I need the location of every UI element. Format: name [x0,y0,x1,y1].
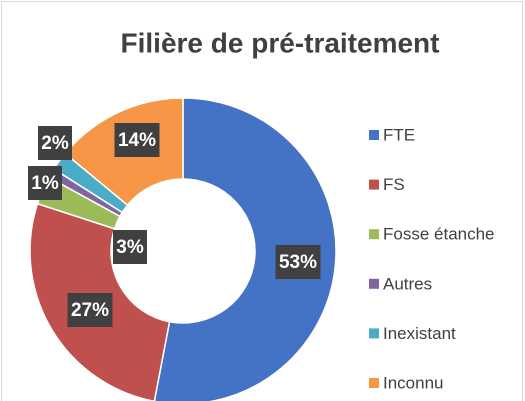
data-label-box [28,166,62,200]
chart-title: Filière de pré-traitement [121,27,440,58]
data-label-box [38,126,72,160]
legend-label: FS [383,175,405,194]
legend-label: Fosse étanche [383,225,495,244]
legend-label: Autres [383,274,432,293]
data-label: 2% [41,133,69,154]
data-label-box [114,123,160,157]
data-label: 27% [71,300,109,321]
legend-swatch [369,378,379,388]
data-label-box [113,230,147,264]
data-label: 3% [116,237,144,258]
legend-label: Inexistant [383,324,456,343]
legend-swatch [369,328,379,339]
legend-label: Inconnu [383,373,444,392]
legend-swatch [369,278,379,289]
data-label-box [67,293,113,327]
data-label-box [275,245,321,279]
data-label: 1% [31,173,59,194]
legend-swatch [369,179,379,190]
data-label: 14% [118,130,156,151]
data-label: 53% [279,252,317,273]
legend-swatch [369,229,379,240]
legend-label: FTE [383,125,415,144]
legend-swatch [369,130,379,140]
